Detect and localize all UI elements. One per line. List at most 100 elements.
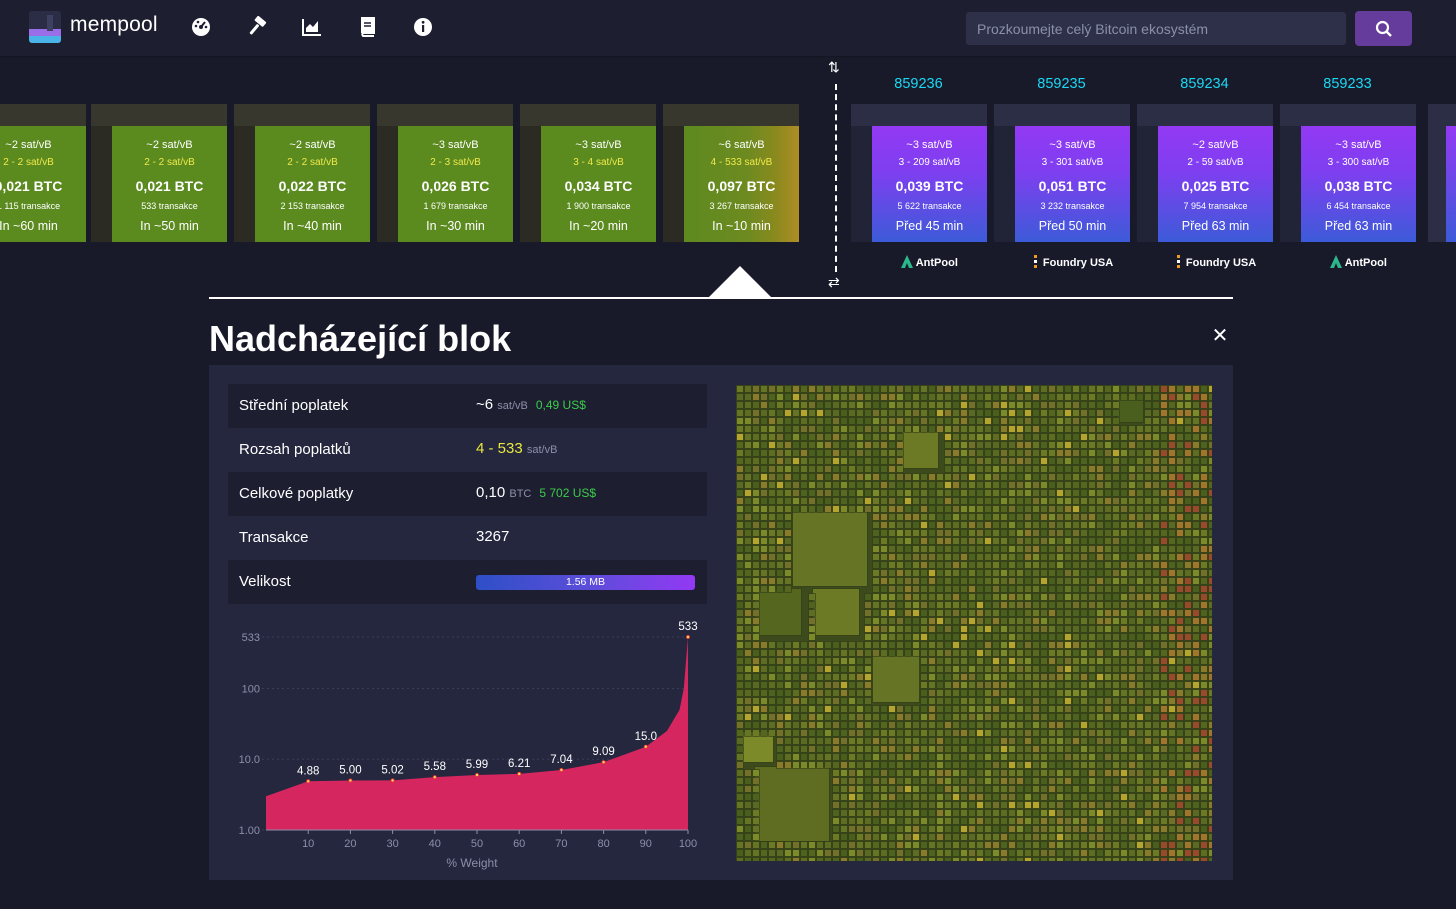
- transaction-cell[interactable]: [784, 857, 792, 861]
- transaction-cell[interactable]: [1192, 585, 1200, 593]
- transaction-cell[interactable]: [1072, 577, 1080, 585]
- transaction-cell[interactable]: [808, 729, 816, 737]
- transaction-cell[interactable]: [1080, 729, 1088, 737]
- transaction-cell[interactable]: [1032, 825, 1040, 833]
- transaction-cell[interactable]: [1016, 705, 1024, 713]
- transaction-cell[interactable]: [752, 417, 760, 425]
- transaction-cell[interactable]: [744, 441, 752, 449]
- transaction-cell[interactable]: [792, 425, 800, 433]
- transaction-cell[interactable]: [912, 721, 920, 729]
- transaction-cell[interactable]: [1032, 713, 1040, 721]
- transaction-cell[interactable]: [832, 849, 840, 857]
- transaction-cell[interactable]: [1176, 817, 1184, 825]
- transaction-cell[interactable]: [928, 545, 936, 553]
- transaction-cell[interactable]: [792, 737, 800, 745]
- transaction-cell[interactable]: [1064, 657, 1072, 665]
- transaction-cell[interactable]: [1120, 721, 1128, 729]
- transaction-cell[interactable]: [880, 809, 888, 817]
- transaction-cell[interactable]: [1008, 841, 1016, 849]
- transaction-cell[interactable]: [896, 441, 904, 449]
- transaction-cell[interactable]: [1128, 641, 1136, 649]
- transaction-cell[interactable]: [808, 721, 816, 729]
- transaction-cell[interactable]: [896, 577, 904, 585]
- transaction-cell[interactable]: [1160, 489, 1168, 497]
- transaction-cell[interactable]: [1168, 521, 1176, 529]
- transaction-cell[interactable]: [1176, 737, 1184, 745]
- transaction-cell[interactable]: [896, 521, 904, 529]
- transaction-cell[interactable]: [824, 681, 832, 689]
- transaction-cell[interactable]: [920, 545, 928, 553]
- transaction-cell[interactable]: [1128, 625, 1136, 633]
- transaction-cell[interactable]: [920, 665, 928, 673]
- transaction-cell[interactable]: [752, 633, 760, 641]
- transaction-cell[interactable]: [952, 769, 960, 777]
- transaction-cell[interactable]: [1008, 673, 1016, 681]
- transaction-cell[interactable]: [952, 857, 960, 861]
- transaction-cell[interactable]: [1160, 425, 1168, 433]
- transaction-cell[interactable]: [1032, 393, 1040, 401]
- transaction-cell[interactable]: [984, 809, 992, 817]
- transaction-cell[interactable]: [960, 777, 968, 785]
- transaction-cell[interactable]: [1096, 817, 1104, 825]
- transaction-cell[interactable]: [856, 825, 864, 833]
- transaction-cell[interactable]: [864, 593, 872, 601]
- transaction-cell[interactable]: [1000, 465, 1008, 473]
- transaction-cell[interactable]: [1152, 713, 1160, 721]
- transaction-cell[interactable]: [960, 793, 968, 801]
- transaction-cell[interactable]: [896, 433, 904, 441]
- transaction-cell[interactable]: [784, 505, 792, 513]
- transaction-cell[interactable]: [1064, 809, 1072, 817]
- transaction-cell[interactable]: [744, 689, 752, 697]
- transaction-cell[interactable]: [976, 473, 984, 481]
- transaction-cell[interactable]: [808, 625, 816, 633]
- transaction-cell[interactable]: [864, 409, 872, 417]
- transaction-cell[interactable]: [1152, 529, 1160, 537]
- transaction-cell[interactable]: [1096, 457, 1104, 465]
- transaction-cell[interactable]: [1056, 713, 1064, 721]
- transaction-cell[interactable]: [816, 417, 824, 425]
- transaction-cell[interactable]: [752, 665, 760, 673]
- transaction-cell[interactable]: [1056, 425, 1064, 433]
- transaction-cell[interactable]: [1016, 473, 1024, 481]
- transaction-cell[interactable]: [1128, 769, 1136, 777]
- transaction-cell[interactable]: [1024, 785, 1032, 793]
- transaction-cell[interactable]: [840, 833, 848, 841]
- transaction-cell[interactable]: [1120, 625, 1128, 633]
- transaction-cell[interactable]: [1056, 681, 1064, 689]
- transaction-cell[interactable]: [736, 481, 744, 489]
- transaction-cell[interactable]: [1168, 769, 1176, 777]
- transaction-cell[interactable]: [1096, 849, 1104, 857]
- transaction-cell[interactable]: [1056, 513, 1064, 521]
- transaction-cell[interactable]: [888, 729, 896, 737]
- transaction-cell[interactable]: [1048, 489, 1056, 497]
- transaction-cell[interactable]: [784, 433, 792, 441]
- transaction-cell[interactable]: [984, 857, 992, 861]
- transaction-cell[interactable]: [944, 401, 952, 409]
- transaction-cell[interactable]: [832, 769, 840, 777]
- transaction-cell[interactable]: [824, 737, 832, 745]
- transaction-cell[interactable]: [1056, 753, 1064, 761]
- transaction-cell[interactable]: [968, 841, 976, 849]
- transaction-cell[interactable]: [920, 729, 928, 737]
- transaction-cell[interactable]: [768, 689, 776, 697]
- transaction-cell[interactable]: [744, 457, 752, 465]
- transaction-cell[interactable]: [1088, 697, 1096, 705]
- transaction-cell[interactable]: [1104, 793, 1112, 801]
- transaction-cell[interactable]: [1112, 649, 1120, 657]
- transaction-cell[interactable]: [768, 849, 776, 857]
- transaction-cell[interactable]: [1200, 753, 1208, 761]
- transaction-cell[interactable]: [1072, 497, 1080, 505]
- transaction-cell[interactable]: [1080, 777, 1088, 785]
- transaction-cell[interactable]: [1064, 481, 1072, 489]
- transaction-cell[interactable]: [928, 833, 936, 841]
- transaction-cell[interactable]: [920, 657, 928, 665]
- transaction-cell[interactable]: [928, 513, 936, 521]
- transaction-cell[interactable]: [1024, 569, 1032, 577]
- transaction-cell[interactable]: [992, 833, 1000, 841]
- transaction-cell[interactable]: [1152, 425, 1160, 433]
- transaction-cell[interactable]: [944, 761, 952, 769]
- transaction-cell[interactable]: [1032, 849, 1040, 857]
- transaction-cell[interactable]: [880, 553, 888, 561]
- transaction-cell[interactable]: [784, 449, 792, 457]
- transaction-cell[interactable]: [768, 585, 776, 593]
